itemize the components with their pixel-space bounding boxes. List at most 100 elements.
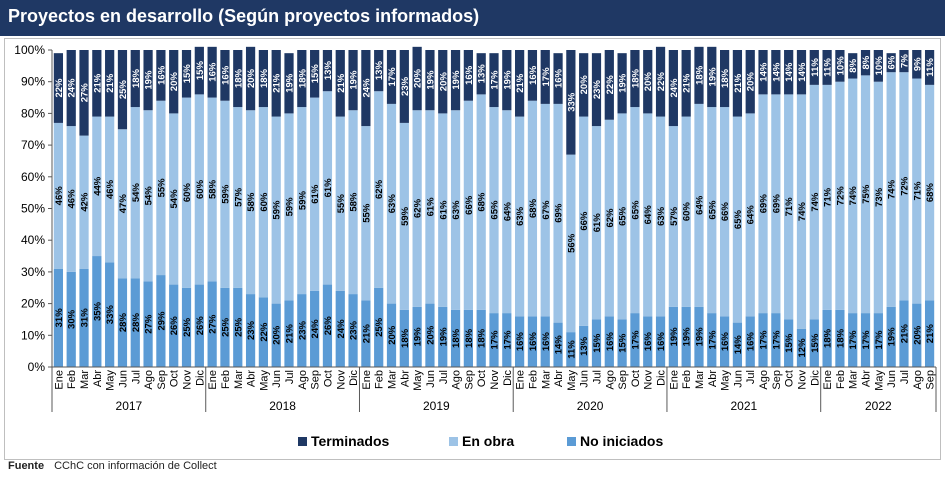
data-label-no-iniciados: 25% bbox=[233, 317, 244, 337]
bar-terminados bbox=[194, 46, 204, 95]
bar-no-iniciados bbox=[438, 306, 448, 367]
bar-terminados bbox=[860, 50, 871, 76]
x-tick-label: Dic bbox=[348, 370, 360, 386]
bar-no-iniciados bbox=[361, 300, 371, 367]
bar-en-obra bbox=[630, 107, 640, 314]
data-label-en-obra: 59% bbox=[272, 200, 283, 220]
data-label-en-obra: 65% bbox=[618, 206, 629, 226]
bar-no-iniciados bbox=[489, 313, 499, 367]
data-label-terminados: 18% bbox=[694, 65, 705, 85]
data-label-terminados: 19% bbox=[349, 70, 360, 90]
y-tick-label: 60% bbox=[21, 170, 45, 184]
bar-en-obra bbox=[463, 100, 473, 310]
bar-no-iniciados bbox=[53, 268, 64, 367]
bar-terminados bbox=[643, 50, 653, 114]
data-label-terminados: 21% bbox=[682, 73, 693, 93]
bar-en-obra bbox=[322, 91, 333, 285]
x-tick-label: Oct bbox=[169, 370, 181, 387]
title-bar: Proyectos en desarrollo (Según proyectos… bbox=[0, 0, 945, 36]
data-label-terminados: 15% bbox=[182, 64, 193, 84]
x-tick-label: Jul bbox=[899, 370, 911, 384]
bar-en-obra bbox=[784, 94, 794, 320]
data-label-no-iniciados: 17% bbox=[707, 330, 718, 350]
bar-en-obra bbox=[79, 135, 89, 269]
bar-terminados bbox=[117, 50, 128, 130]
bar-en-obra bbox=[553, 103, 563, 323]
data-label-en-obra: 46% bbox=[54, 186, 65, 206]
bar-terminados bbox=[694, 46, 704, 104]
data-label-en-obra: 58% bbox=[349, 192, 360, 212]
x-tick-label: Jul bbox=[284, 370, 296, 384]
stacked-bar-chart: 0% 10% 20% 30% 40% 50% 60% 70% 80% 90% 100% 31% 46% 2… bbox=[14, 43, 936, 449]
x-tick-label: Ago bbox=[758, 370, 770, 390]
data-label-no-iniciados: 28% bbox=[118, 313, 129, 333]
data-label-en-obra: 74% bbox=[848, 186, 859, 206]
x-tick-label: Jul bbox=[591, 370, 603, 384]
data-label-terminados: 20% bbox=[746, 72, 757, 92]
data-label-en-obra: 74% bbox=[797, 202, 808, 222]
bar-en-obra bbox=[681, 116, 691, 307]
bar-no-iniciados bbox=[886, 306, 896, 367]
bar-en-obra bbox=[105, 116, 115, 263]
bar-terminados bbox=[220, 50, 230, 101]
bar-en-obra bbox=[245, 110, 256, 295]
data-label-en-obra: 54% bbox=[131, 183, 142, 203]
data-label-terminados: 20% bbox=[413, 68, 424, 88]
data-label-terminados: 17% bbox=[541, 67, 552, 87]
bar-terminados bbox=[92, 50, 102, 117]
data-label-no-iniciados: 29% bbox=[156, 311, 167, 331]
x-tick-label: May bbox=[566, 370, 578, 391]
bar-terminados bbox=[66, 50, 76, 127]
data-label-terminados: 17% bbox=[490, 70, 501, 90]
data-label-terminados: 24% bbox=[361, 78, 372, 98]
data-label-terminados: 22% bbox=[605, 75, 616, 95]
data-label-terminados: 15% bbox=[310, 64, 321, 84]
x-tick-label: Oct bbox=[322, 370, 334, 387]
data-label-en-obra: 57% bbox=[669, 206, 680, 226]
y-tick-label: 100% bbox=[14, 43, 45, 57]
data-label-no-iniciados: 35% bbox=[92, 301, 103, 321]
data-label-no-iniciados: 18% bbox=[400, 328, 411, 348]
data-label-en-obra: 59% bbox=[297, 191, 308, 211]
data-label-no-iniciados: 28% bbox=[131, 313, 142, 333]
x-tick-label: Dic bbox=[194, 370, 206, 386]
data-label-no-iniciados: 16% bbox=[528, 332, 539, 352]
bar-no-iniciados bbox=[630, 313, 640, 367]
bar-en-obra bbox=[643, 113, 653, 317]
data-label-en-obra: 69% bbox=[771, 194, 782, 214]
data-label-terminados: 16% bbox=[208, 62, 219, 82]
data-label-terminados: 21% bbox=[272, 73, 283, 93]
data-label-terminados: 9% bbox=[912, 57, 923, 71]
bar-no-iniciados bbox=[233, 287, 243, 367]
bar-no-iniciados bbox=[156, 275, 166, 367]
x-tick-label: Sep bbox=[617, 370, 629, 390]
x-tick-label: Sep bbox=[310, 370, 322, 390]
data-label-no-iniciados: 20% bbox=[272, 325, 283, 345]
bar-no-iniciados bbox=[348, 294, 358, 367]
data-label-terminados: 16% bbox=[220, 65, 231, 85]
data-label-en-obra: 42% bbox=[80, 192, 91, 212]
bar-no-iniciados bbox=[527, 316, 538, 367]
data-label-terminados: 19% bbox=[144, 70, 155, 90]
bar-en-obra bbox=[207, 97, 217, 282]
bar-no-iniciados bbox=[668, 306, 678, 367]
data-label-en-obra: 64% bbox=[694, 195, 705, 215]
data-label-en-obra: 55% bbox=[336, 194, 347, 214]
data-label-terminados: 23% bbox=[592, 80, 603, 100]
x-tick-label: May bbox=[105, 370, 117, 391]
data-label-no-iniciados: 23% bbox=[246, 320, 257, 340]
year-label: 2019 bbox=[423, 399, 450, 413]
bar-no-iniciados bbox=[732, 322, 743, 367]
bar-no-iniciados bbox=[643, 316, 653, 367]
data-label-no-iniciados: 18% bbox=[464, 328, 475, 348]
chart-frame bbox=[4, 38, 941, 460]
bar-no-iniciados bbox=[809, 319, 819, 367]
x-tick-label: Jul bbox=[130, 370, 142, 384]
data-label-no-iniciados: 18% bbox=[823, 328, 834, 348]
data-label-terminados: 10% bbox=[835, 56, 846, 76]
bar-terminados bbox=[784, 50, 794, 95]
data-label-en-obra: 44% bbox=[92, 176, 103, 196]
x-tick-label: Feb bbox=[681, 370, 693, 389]
bar-no-iniciados bbox=[412, 306, 422, 367]
data-label-no-iniciados: 16% bbox=[541, 332, 552, 352]
